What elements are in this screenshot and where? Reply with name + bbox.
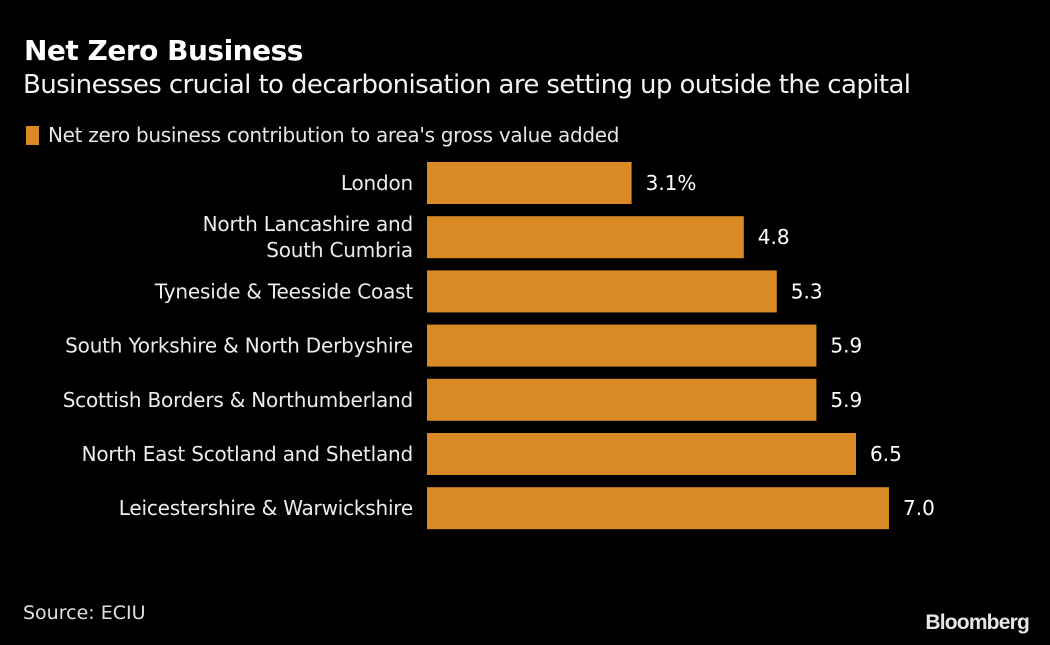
- category-label-line: South Cumbria: [266, 238, 413, 262]
- value-label: 5.3: [791, 279, 823, 303]
- legend-swatch: [26, 125, 39, 145]
- category-label: London: [341, 171, 413, 195]
- category-label: North East Scotland and Shetland: [82, 442, 413, 466]
- chart-subtitle: Businesses crucial to decarbonisation ar…: [23, 70, 911, 100]
- category-label: Scottish Borders & Northumberland: [63, 388, 413, 412]
- value-label: 7.0: [903, 496, 935, 520]
- category-label-line: North Lancashire and: [203, 212, 413, 236]
- category-label-line: South Yorkshire & North Derbyshire: [65, 334, 413, 358]
- source-note: Source: ECIU: [23, 602, 146, 624]
- value-label: 4.8: [758, 225, 790, 249]
- category-label: South Yorkshire & North Derbyshire: [65, 334, 413, 358]
- category-label-line: London: [341, 171, 413, 195]
- value-label: 5.9: [830, 388, 862, 412]
- legend-label: Net zero business contribution to area's…: [48, 123, 620, 147]
- bar: [427, 270, 777, 313]
- category-label-line: Scottish Borders & Northumberland: [63, 388, 413, 412]
- bar: [427, 162, 632, 204]
- bar: [427, 324, 817, 367]
- category-label-line: North East Scotland and Shetland: [82, 442, 413, 466]
- value-label: 6.5: [870, 442, 902, 466]
- bar: [427, 433, 856, 475]
- value-label: 3.1%: [646, 171, 697, 195]
- category-label-line: Leicestershire & Warwickshire: [119, 496, 413, 520]
- category-label: Leicestershire & Warwickshire: [119, 496, 413, 520]
- bar: [427, 216, 744, 259]
- bloomberg-logo: Bloomberg: [925, 611, 1029, 634]
- category-label: Tyneside & Teesside Coast: [154, 279, 413, 303]
- legend: Net zero business contribution to area's…: [26, 123, 620, 147]
- bar: [427, 487, 889, 530]
- value-label: 5.9: [830, 334, 862, 358]
- chart-title: Net Zero Business: [24, 34, 303, 67]
- category-label-line: Tyneside & Teesside Coast: [154, 279, 413, 303]
- bar: [427, 378, 817, 421]
- category-label: North Lancashire and South Cumbria: [203, 212, 413, 262]
